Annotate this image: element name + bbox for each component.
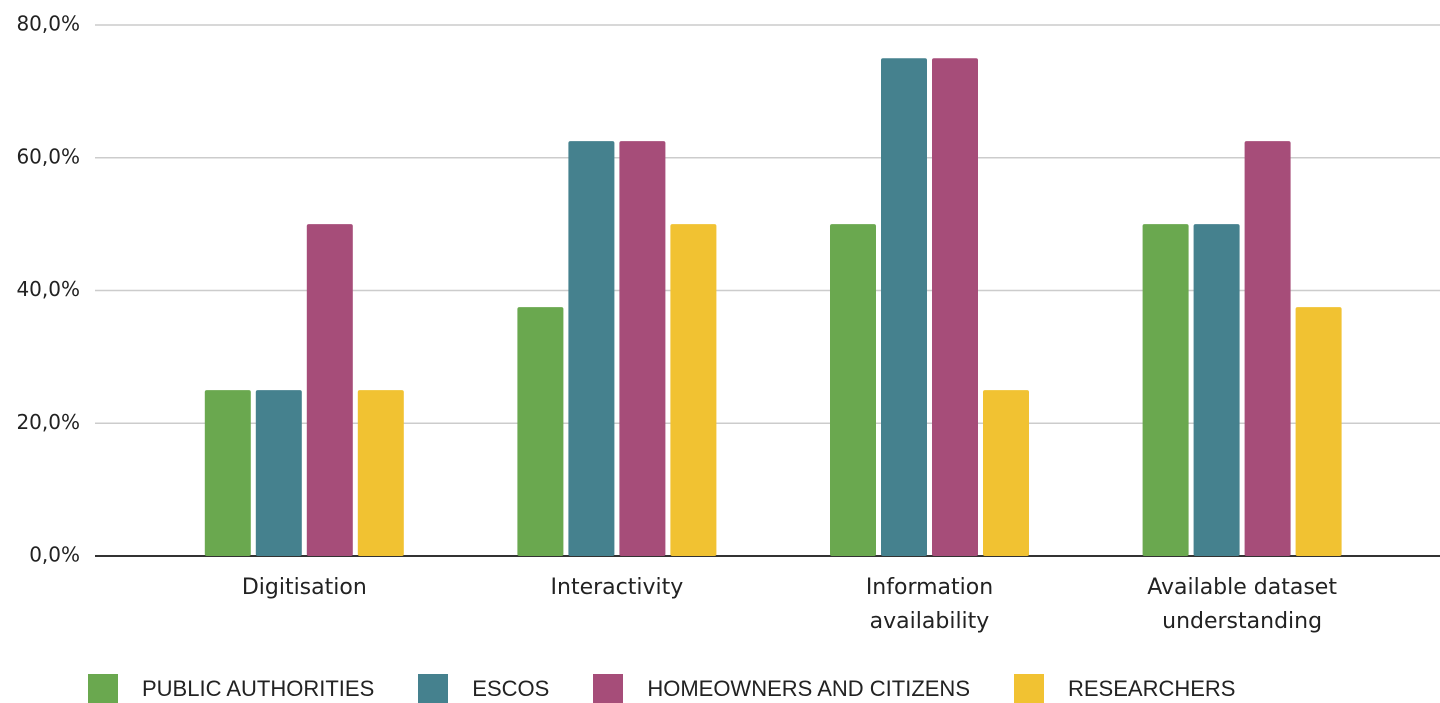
legend-swatch [418, 674, 449, 703]
legend-label: PUBLIC AUTHORITIES [142, 676, 375, 701]
y-tick-label: 0,0% [29, 543, 80, 567]
bar [357, 390, 404, 556]
x-tick-label: Interactivity [550, 575, 684, 600]
y-tick-label: 40,0% [16, 277, 80, 301]
bar [204, 390, 251, 556]
legend-swatch [88, 674, 118, 703]
legend-item: HOMEOWNERS AND CITIZENS [593, 674, 970, 703]
bar [1244, 141, 1291, 556]
legend-item: PUBLIC AUTHORITIES [88, 674, 374, 703]
bar [881, 58, 927, 556]
x-tick-label: Digitisation [241, 575, 367, 600]
legend-label: RESEARCHERS [1068, 676, 1236, 701]
x-tick-label: Information availability [865, 575, 994, 634]
legend-label: ESCOS [472, 676, 550, 701]
bar [619, 141, 666, 556]
x-tick-label: Available dataset understanding [1147, 575, 1337, 634]
bar [830, 224, 876, 556]
bar [517, 307, 564, 556]
bar [1295, 307, 1342, 556]
legend-swatch [1014, 674, 1044, 703]
y-tick-label: 60,0% [16, 144, 80, 168]
bar [932, 58, 978, 556]
bar [255, 390, 302, 556]
legend-swatch [593, 674, 624, 703]
y-tick-label: 20,0% [16, 410, 80, 434]
legend-item: RESEARCHERS [1014, 674, 1235, 703]
bar [983, 390, 1029, 556]
bar [568, 141, 615, 556]
y-tick-label: 80,0% [16, 12, 80, 36]
legend-item: ESCOS [418, 674, 549, 703]
legend-label: HOMEOWNERS AND CITIZENS [647, 676, 970, 701]
bar [1142, 224, 1189, 556]
bar [670, 224, 717, 556]
bar [1193, 224, 1240, 556]
bar [306, 224, 353, 556]
legend: PUBLIC AUTHORITIES ESCOS HOMEOWNERS AND CI… [88, 674, 1279, 703]
